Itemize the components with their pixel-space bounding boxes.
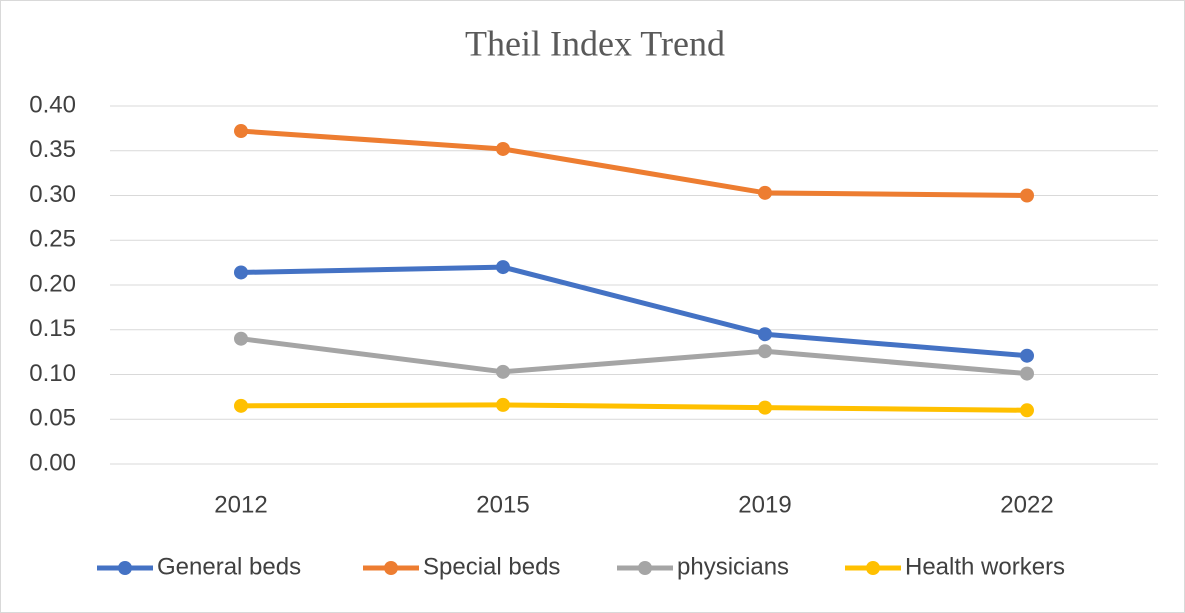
legend-label: Special beds <box>423 553 560 580</box>
series-line <box>238 264 1030 359</box>
y-tick-label: 0.00 <box>29 449 76 476</box>
legend-label: General beds <box>157 553 301 580</box>
data-point <box>234 124 248 139</box>
chart-title: Theil Index Trend <box>465 23 725 63</box>
legend-marker <box>866 561 880 575</box>
data-point <box>496 364 510 379</box>
y-tick-label: 0.35 <box>29 136 76 163</box>
data-point <box>758 344 772 359</box>
series-line <box>238 336 1030 377</box>
legend-label: physicians <box>677 553 789 580</box>
data-point <box>758 327 772 342</box>
legend-label: Health workers <box>905 553 1065 580</box>
y-tick-label: 0.05 <box>29 405 76 432</box>
y-tick-label: 0.30 <box>29 181 76 208</box>
data-point <box>1020 188 1034 203</box>
data-point <box>1020 366 1034 381</box>
data-point <box>234 265 248 280</box>
series-line <box>238 128 1030 198</box>
y-tick-label: 0.15 <box>29 315 76 342</box>
x-tick-label: 2015 <box>476 491 529 518</box>
data-point <box>1020 403 1034 418</box>
data-point <box>496 397 510 412</box>
data-point <box>758 185 772 200</box>
data-point <box>1020 348 1034 363</box>
y-tick-label: 0.25 <box>29 226 76 253</box>
data-point <box>496 260 510 275</box>
y-tick-label: 0.20 <box>29 270 76 297</box>
data-point <box>496 141 510 156</box>
series-line <box>238 402 1030 413</box>
x-tick-label: 2019 <box>738 491 791 518</box>
data-point <box>234 398 248 413</box>
data-point <box>234 331 248 346</box>
x-tick-label: 2012 <box>214 491 267 518</box>
data-point <box>758 400 772 415</box>
y-tick-label: 0.10 <box>29 360 76 387</box>
x-tick-label: 2022 <box>1000 491 1053 518</box>
legend-marker <box>638 561 652 575</box>
legend-marker <box>384 561 398 575</box>
y-tick-label: 0.40 <box>29 91 76 118</box>
legend-marker <box>118 561 132 575</box>
